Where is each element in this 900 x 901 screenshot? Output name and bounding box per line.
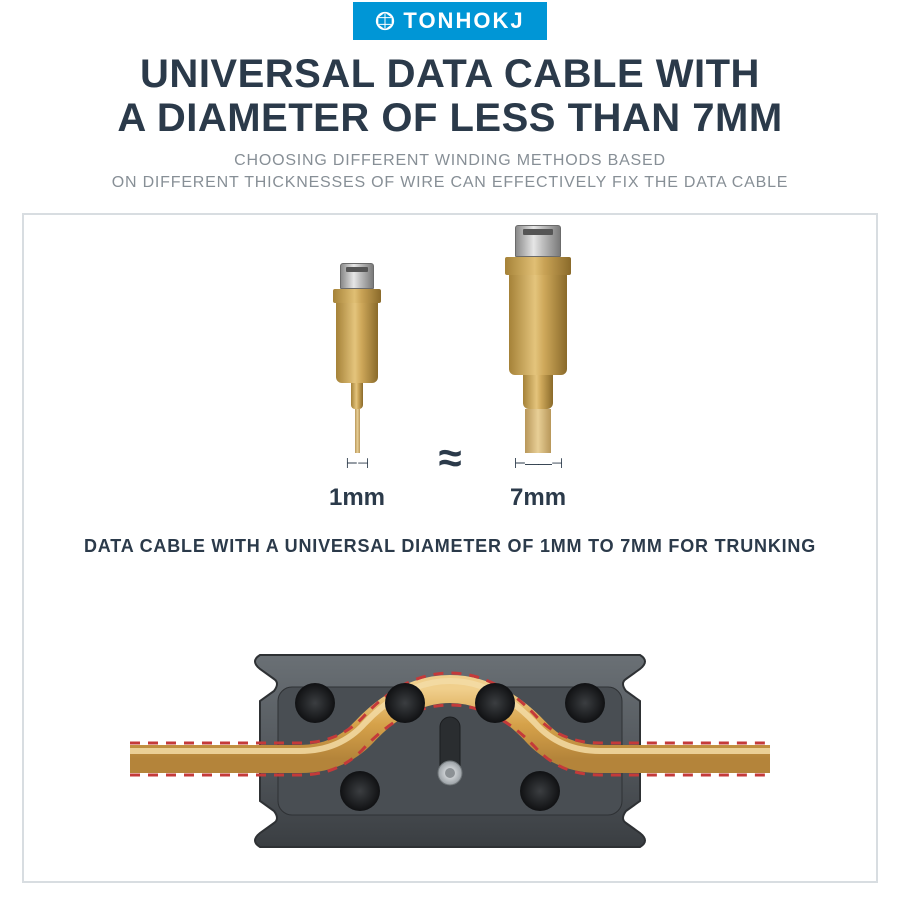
headline: UNIVERSAL DATA CABLE WITH A DIAMETER OF … [0, 52, 900, 140]
cable-thin: ⊢⊣ 1mm [329, 263, 385, 512]
dim-mark-thick: ⊢——⊣ [514, 455, 562, 472]
brand-bar: TONHOKJ [0, 0, 900, 42]
subhead: CHOOSING DIFFERENT WINDING METHODS BASED… [0, 150, 900, 195]
headline-line2: A DIAMETER OF LESS THAN 7MM [117, 96, 782, 140]
clamp-area [24, 611, 876, 883]
content-frame: ⊢⊣ 1mm ⊢——⊣ 7mm ≈ DATA CABLE WITH A UNIV… [22, 213, 878, 883]
plug-body [336, 303, 378, 383]
approx-symbol: ≈ [438, 434, 461, 482]
plug-tip-icon [515, 225, 561, 257]
plug-neck [523, 375, 553, 409]
cables-row: ⊢⊣ 1mm ⊢——⊣ 7mm ≈ [24, 225, 876, 512]
cable-label-thin: 1mm [329, 484, 385, 512]
brand-name: TONHOKJ [403, 8, 524, 34]
connector-thick: ⊢——⊣ [505, 225, 571, 472]
plug-collar [505, 257, 571, 275]
dim-mark-thin: ⊢⊣ [346, 455, 368, 472]
brand-pill: TONHOKJ [353, 2, 546, 40]
clamp-illustration [130, 611, 770, 883]
plug-wire [525, 409, 551, 453]
subhead-line2: ON DIFFERENT THICKNESSES OF WIRE CAN EFF… [112, 174, 789, 191]
headline-line1: UNIVERSAL DATA CABLE WITH [140, 52, 760, 96]
plug-neck [351, 383, 363, 409]
brand-logo-icon [375, 11, 395, 31]
plug-body [509, 275, 567, 375]
plug-tip-icon [340, 263, 374, 289]
cable-label-thick: 7mm [510, 484, 566, 512]
cable-thick: ⊢——⊣ 7mm [505, 225, 571, 512]
plug-collar [333, 289, 381, 303]
plug-wire [355, 409, 360, 453]
connector-thin: ⊢⊣ [333, 263, 381, 472]
subhead-line1: CHOOSING DIFFERENT WINDING METHODS BASED [234, 152, 666, 169]
midtext: DATA CABLE WITH A UNIVERSAL DIAMETER OF … [24, 536, 876, 557]
